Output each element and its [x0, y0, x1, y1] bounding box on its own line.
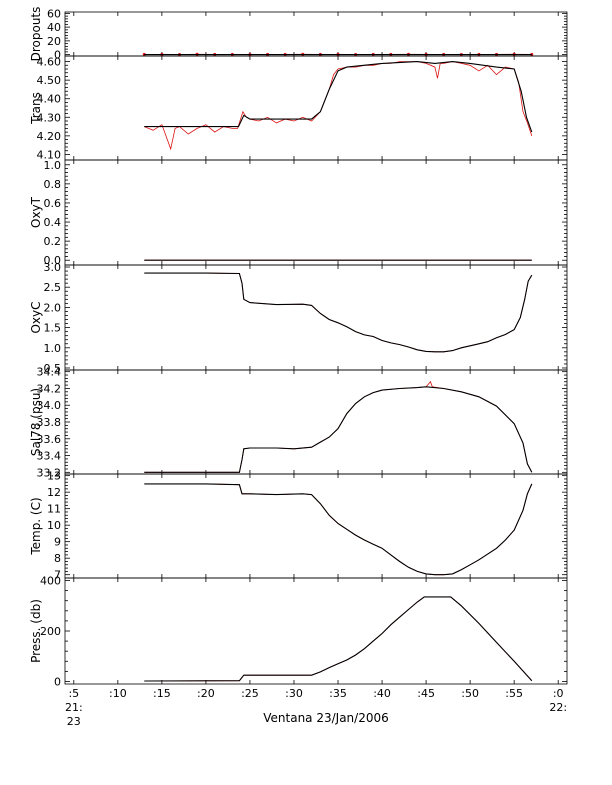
oxyt-ylabel: OxyT: [29, 196, 43, 228]
temp-smooth-line: [144, 483, 533, 576]
dropouts-raw-point: [142, 52, 146, 56]
dropouts-ytick-label: 0: [54, 49, 61, 62]
trans-raw-line: [144, 61, 533, 151]
trans-ytick-label: 4.60: [37, 56, 62, 69]
x-tick-label: :25: [241, 687, 259, 700]
temp-ytick-label: 7: [54, 569, 61, 582]
temp-panel-frame: [64, 473, 568, 579]
x-hour-label: 21:: [65, 701, 83, 714]
oxyc-ylabel: OxyC: [29, 301, 43, 333]
temp-ylabel: Temp. (C): [29, 497, 43, 555]
sal-ytick-label: 33.2: [37, 466, 62, 479]
temp-ytick-label: 9: [54, 536, 61, 549]
temp-raw-line: [144, 483, 533, 576]
x-tick-label: :0: [553, 687, 564, 700]
press-panel-frame: [64, 577, 568, 685]
x-tick-label: :55: [505, 687, 523, 700]
x-hour-label: 23: [67, 715, 81, 728]
dropouts-ylabel: Dropouts: [29, 7, 43, 62]
sal-smooth-line: [144, 386, 533, 473]
sal-ytick-label: 33.8: [37, 416, 62, 429]
sal-ytick-label: 33.4: [37, 450, 62, 463]
temp-ytick-label: 11: [47, 503, 61, 516]
sal-ytick-label: 34.0: [37, 399, 62, 412]
oxyc-smooth-line: [144, 272, 533, 353]
temp-ytick-label: 12: [47, 486, 61, 499]
oxyc-ytick-label: 2.5: [44, 281, 62, 294]
x-tick-label: :10: [109, 687, 127, 700]
x-tick-label: :45: [417, 687, 435, 700]
trans-ytick-label: 4.50: [37, 74, 62, 87]
oxyc-ytick-label: 0.5: [44, 362, 62, 375]
press-ytick-label: 400: [40, 575, 61, 588]
press-ylabel: Press. (db): [29, 599, 43, 663]
press-ytick-label: 200: [40, 625, 61, 638]
dropouts-panel-frame: [64, 11, 568, 57]
temp-ytick-label: 13: [47, 470, 61, 483]
oxyt-ytick-label: 0.0: [44, 254, 62, 267]
press-smooth-line: [144, 596, 533, 682]
oxyt-ytick-label: 0.2: [44, 235, 62, 248]
x-hour-label: 22:: [549, 701, 567, 714]
trans-ylabel: Trans: [29, 92, 43, 125]
dropouts-ytick-label: 60: [47, 7, 61, 20]
x-tick-label: :40: [373, 687, 391, 700]
oxyc-ytick-label: 1.0: [44, 342, 62, 355]
trans-ytick-label: 4.30: [37, 111, 62, 124]
trans-panel-frame: [64, 55, 568, 161]
temp-ytick-label: 8: [54, 552, 61, 565]
x-tick-label: :35: [329, 687, 347, 700]
x-tick-label: :50: [461, 687, 479, 700]
trans-ytick-label: 4.20: [37, 130, 62, 143]
sal-ylabel: Sal78 (psu): [29, 388, 43, 456]
x-tick-label: :15: [153, 687, 171, 700]
oxyc-ytick-label: 3.0: [44, 261, 62, 274]
x-tick-label: :30: [285, 687, 303, 700]
temp-ytick-label: 10: [47, 519, 61, 532]
trans-smooth-line: [144, 61, 533, 133]
oxyt-ytick-label: 0.4: [44, 216, 62, 229]
oxyc-raw-line: [144, 272, 533, 353]
x-tick-label: :20: [197, 687, 215, 700]
press-ytick-label: 0: [54, 675, 61, 688]
oxyt-ytick-label: 1.0: [44, 159, 62, 172]
oxyc-ytick-label: 2.0: [44, 301, 62, 314]
oxyc-ytick-label: 1.5: [44, 322, 62, 335]
dropouts-ytick-label: 20: [47, 35, 61, 48]
trans-ytick-label: 4.40: [37, 93, 62, 106]
x-axis-title: Ventana 23/Jan/2006: [263, 711, 389, 725]
oxyt-ytick-label: 0.6: [44, 197, 62, 210]
sal-panel-frame: [64, 369, 568, 475]
oxyt-ytick-label: 0.8: [44, 178, 62, 191]
sal-ytick-label: 34.2: [37, 382, 62, 395]
trans-ytick-label: 4.10: [37, 148, 62, 161]
oxyt-panel-frame: [64, 159, 568, 266]
press-raw-line: [144, 596, 533, 682]
sal-ytick-label: 34.4: [37, 366, 62, 379]
x-tick-label: :5: [68, 687, 79, 700]
oxyc-panel-frame: [64, 264, 568, 371]
sal-ytick-label: 33.6: [37, 433, 62, 446]
dropouts-ytick-label: 40: [47, 21, 61, 34]
